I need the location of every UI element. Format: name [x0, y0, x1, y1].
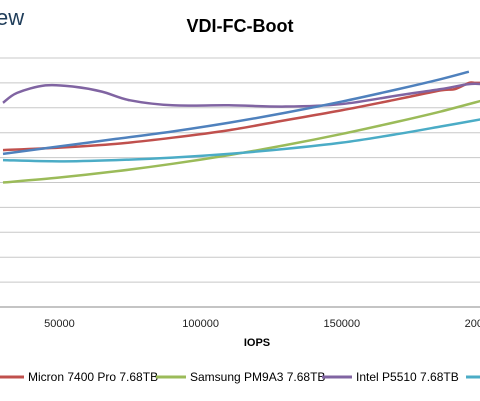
- chart-title: VDI-FC-Boot: [187, 16, 294, 36]
- series-line: [2, 99, 480, 184]
- x-axis-label: IOPS: [244, 337, 270, 349]
- series-line: [2, 70, 470, 156]
- x-tick-label: 150000: [323, 318, 360, 330]
- series-line: [2, 82, 480, 108]
- series-line: [2, 118, 480, 163]
- series-lines: [2, 70, 480, 184]
- gridlines: [0, 57, 480, 308]
- legend-label: Intel P5510 7.68TB: [356, 370, 459, 384]
- legend: Micron 7400 Pro 7.68TB Samsung PM9A3 7.68…: [0, 370, 480, 384]
- legend-label: Samsung PM9A3 7.68TB: [190, 370, 325, 384]
- x-tick-label: 50000: [44, 318, 75, 330]
- logo-text: ew: [0, 5, 24, 30]
- x-tick-label: 100000: [182, 318, 219, 330]
- x-tick-label: 200000: [465, 318, 480, 330]
- x-tick-labels: 50000 100000 150000 200000: [44, 318, 480, 330]
- legend-label: Micron 7400 Pro 7.68TB: [28, 370, 158, 384]
